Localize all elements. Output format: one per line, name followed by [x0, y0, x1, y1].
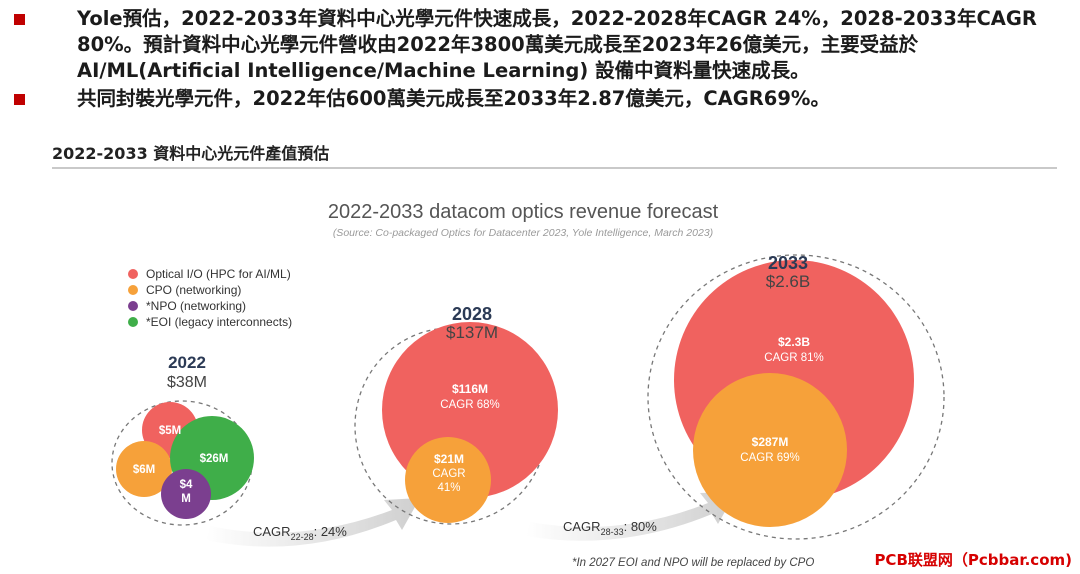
- bubble-label: $116M: [452, 382, 488, 396]
- growth-arrow: [206, 498, 420, 547]
- legend-swatch: [128, 301, 138, 311]
- bullet-list: Yole預估，2022-2033年資料中心光學元件快速成長，2022-2028年…: [14, 6, 1074, 112]
- year-group-2028: $116M CAGR 68% $21M CAGR 41% 2028$137M: [354, 304, 558, 525]
- cagr-arrow-label: CAGR22-28: 24%: [253, 524, 347, 542]
- cagr-arrow-label: CAGR28-33: 80%: [563, 519, 657, 537]
- bubble-2022-3: [161, 469, 211, 519]
- bubble-label: $6M: [133, 464, 155, 476]
- bubble-cagr: CAGR 69%: [740, 452, 799, 464]
- year-label: 2028: [452, 304, 492, 324]
- bubble-label: $2.3B: [778, 335, 810, 349]
- section-subtitle: 2022-2033 資料中心光元件產值預估: [52, 144, 330, 163]
- chart-title: 2022-2033 datacom optics revenue forecas…: [328, 201, 719, 223]
- legend-swatch: [128, 269, 138, 279]
- legend-swatch: [128, 285, 138, 295]
- year-label: 2033: [768, 253, 808, 273]
- bullet-text: 共同封裝光學元件，2022年估600萬美元成長至2033年2.87億美元，CAG…: [77, 87, 830, 110]
- legend-label: *EOI (legacy interconnects): [146, 315, 292, 329]
- bubble-groups: $5M $6M $26M $4 M 2022 $38M $116M CAGR 68% $21M CA…: [111, 253, 945, 540]
- year-label: 2022: [168, 353, 206, 372]
- legend: Optical I/O (HPC for AI/ML) CPO (networki…: [128, 267, 292, 329]
- bullet-text: Yole預估，2022-2033年資料中心光學元件快速成長，2022-2028年…: [77, 7, 1037, 82]
- chart-source: (Source: Co-packaged Optics for Datacent…: [333, 227, 713, 239]
- bubble-label: $4 M: [180, 479, 193, 505]
- bubble-label: $21M: [434, 452, 464, 466]
- growth-arrow: [526, 492, 736, 541]
- bubble-2028-1: [405, 437, 491, 523]
- year-group-2022: $5M $6M $26M $4 M 2022 $38M: [111, 353, 254, 526]
- watermark: PCB联盟网（Pcbbar.com): [874, 551, 1072, 569]
- chart-footnote: *In 2027 EOI and NPO will be replaced by…: [572, 557, 814, 569]
- year-total: $137M: [446, 323, 498, 342]
- dashed-outline: [647, 254, 945, 540]
- bubble-cagr: CAGR 68%: [440, 399, 499, 411]
- bubble-cagr: CAGR 81%: [764, 352, 823, 364]
- bubble-cagr: CAGR 41%: [432, 468, 465, 494]
- bullet-item: 共同封裝光學元件，2022年估600萬美元成長至2033年2.87億美元，CAG…: [14, 86, 1074, 112]
- legend-label: Optical I/O (HPC for AI/ML): [146, 267, 291, 281]
- bullet-square-icon: [14, 94, 25, 105]
- legend-swatch: [128, 317, 138, 327]
- year-total: $2.6B: [766, 272, 810, 291]
- legend-label: CPO (networking): [146, 283, 241, 297]
- year-group-2033: $2.3B CAGR 81% $287M CAGR 69% 2033$2.6B: [647, 253, 945, 540]
- bubble-label: $5M: [159, 425, 181, 437]
- year-total: $38M: [167, 374, 207, 391]
- cagr-arrows: CAGR22-28: 24% CAGR28-33: 80%: [206, 492, 736, 547]
- bubble-2033-1: [693, 373, 847, 527]
- bullet-item: Yole預估，2022-2033年資料中心光學元件快速成長，2022-2028年…: [14, 6, 1074, 84]
- bubble-label: $287M: [752, 435, 789, 449]
- divider-line: [52, 167, 1057, 169]
- bullet-square-icon: [14, 14, 25, 25]
- bubble-label: $26M: [200, 453, 229, 465]
- bubble-2022-1: [116, 441, 172, 497]
- legend-label: *NPO (networking): [146, 299, 246, 313]
